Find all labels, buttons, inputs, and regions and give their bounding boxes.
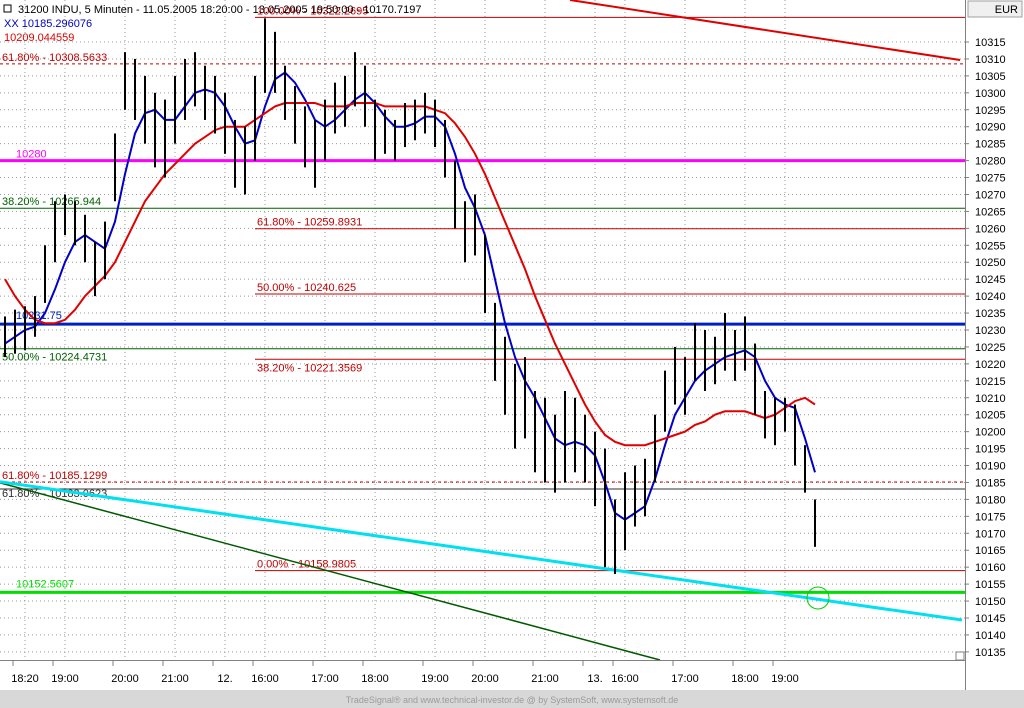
axes: 10135 10140 10145 10150 10155 10160 10165 10170… xyxy=(11,37,1005,685)
x-tick-label: 12. xyxy=(217,673,232,685)
level-label: 38.20% - 10265.944 xyxy=(2,196,101,208)
x-tick-label: 21:00 xyxy=(161,673,189,685)
level-label: 61.80% - 10308.5633 xyxy=(2,52,107,64)
y-tick-label: 10200 xyxy=(975,427,1006,439)
footer-bar xyxy=(0,690,1024,708)
y-tick-label: 10255 xyxy=(975,240,1006,252)
currency-box xyxy=(967,0,1023,18)
level-label: 50.00% - 10224.4731 xyxy=(2,352,107,364)
x-tick-label: 17:00 xyxy=(311,673,339,685)
y-tick-label: 10160 xyxy=(975,562,1006,574)
trendline xyxy=(0,480,963,622)
x-tick-label: 16:00 xyxy=(611,673,639,685)
y-tick-label: 10170 xyxy=(975,528,1006,540)
y-tick-label: 10260 xyxy=(975,223,1006,235)
y-tick-label: 10180 xyxy=(975,494,1006,506)
title-icon xyxy=(3,4,12,13)
legend-entry: XX 10185.296076 xyxy=(4,18,92,30)
y-tick-label: 10275 xyxy=(975,173,1006,185)
y-tick-label: 10305 xyxy=(975,71,1006,83)
level-label: 50.00% - 10240.625 xyxy=(257,282,356,294)
y-tick-label: 10235 xyxy=(975,308,1006,320)
level-label: 10280 xyxy=(16,149,47,161)
x-tick-label: 19:00 xyxy=(771,673,799,685)
y-tick-label: 10135 xyxy=(975,647,1006,659)
y-tick-label: 10250 xyxy=(975,257,1006,269)
y-tick-label: 10145 xyxy=(975,613,1006,625)
trendline xyxy=(569,0,961,61)
y-tick-label: 10230 xyxy=(975,325,1006,337)
y-tick-label: 10265 xyxy=(975,206,1006,218)
level-label: 38.20% - 10221.3569 xyxy=(257,362,362,374)
plot-area: 100.00% - 10322.2695 61.80% - 10308.5633 1… xyxy=(0,0,965,660)
x-tick-label: 18:20 xyxy=(11,673,39,685)
y-tick-label: 10155 xyxy=(975,579,1006,591)
y-tick-label: 10295 xyxy=(975,105,1006,117)
y-tick-label: 10285 xyxy=(975,139,1006,151)
y-tick-label: 10315 xyxy=(975,37,1006,49)
y-tick-label: 10220 xyxy=(975,359,1006,371)
y-tick-label: 10175 xyxy=(975,511,1006,523)
x-tick-label: 20:00 xyxy=(471,673,499,685)
x-tick-label: 20:00 xyxy=(111,673,139,685)
y-tick-label: 10150 xyxy=(975,596,1006,608)
level-label: 61.80% - 10185.1299 xyxy=(2,470,107,482)
y-tick-label: 10240 xyxy=(975,291,1006,303)
marker xyxy=(806,586,830,610)
x-tick-label: 17:00 xyxy=(671,673,699,685)
currency-label: EUR xyxy=(995,4,1018,16)
y-tick-label: 10165 xyxy=(975,545,1006,557)
y-tick-label: 10210 xyxy=(975,393,1006,405)
x-tick-label: 19:00 xyxy=(421,673,449,685)
resize-handle xyxy=(955,651,965,661)
x-tick-label: 21:00 xyxy=(531,673,559,685)
x-tick-label: 18:00 xyxy=(361,673,389,685)
level-label: 10152.5607 xyxy=(16,578,74,590)
y-tick-label: 10215 xyxy=(975,376,1006,388)
x-tick-label: 16:00 xyxy=(251,673,279,685)
moving-average xyxy=(4,102,816,447)
x-tick-label: 19:00 xyxy=(51,673,79,685)
y-tick-label: 10190 xyxy=(975,461,1006,473)
y-tick-label: 10195 xyxy=(975,444,1006,456)
level-label: 100.00% - 10322.2695 xyxy=(257,5,368,17)
trendline xyxy=(0,482,661,660)
price-axis-panel xyxy=(965,0,1024,690)
y-tick-label: 10225 xyxy=(975,342,1006,354)
x-tick-label: 18:00 xyxy=(731,673,759,685)
y-tick-label: 10290 xyxy=(975,122,1006,134)
y-tick-label: 10205 xyxy=(975,410,1006,422)
x-tick-label: 13. xyxy=(587,673,602,685)
y-tick-label: 10270 xyxy=(975,189,1006,201)
y-tick-label: 10310 xyxy=(975,54,1006,66)
footer-text: TradeSignal® and www.technical-investor.… xyxy=(346,695,679,705)
y-tick-label: 10300 xyxy=(975,88,1006,100)
y-tick-label: 10245 xyxy=(975,274,1006,286)
chart-title: 31200 INDU, 5 Minuten - 11.05.2005 18:20… xyxy=(18,4,421,16)
legend-entry: 10209.044559 xyxy=(4,32,74,44)
y-tick-label: 10280 xyxy=(975,156,1006,168)
y-tick-label: 10185 xyxy=(975,477,1006,489)
moving-average xyxy=(4,71,816,521)
level-label: 61.80% - 10259.8931 xyxy=(257,217,362,229)
y-tick-label: 10140 xyxy=(975,630,1006,642)
